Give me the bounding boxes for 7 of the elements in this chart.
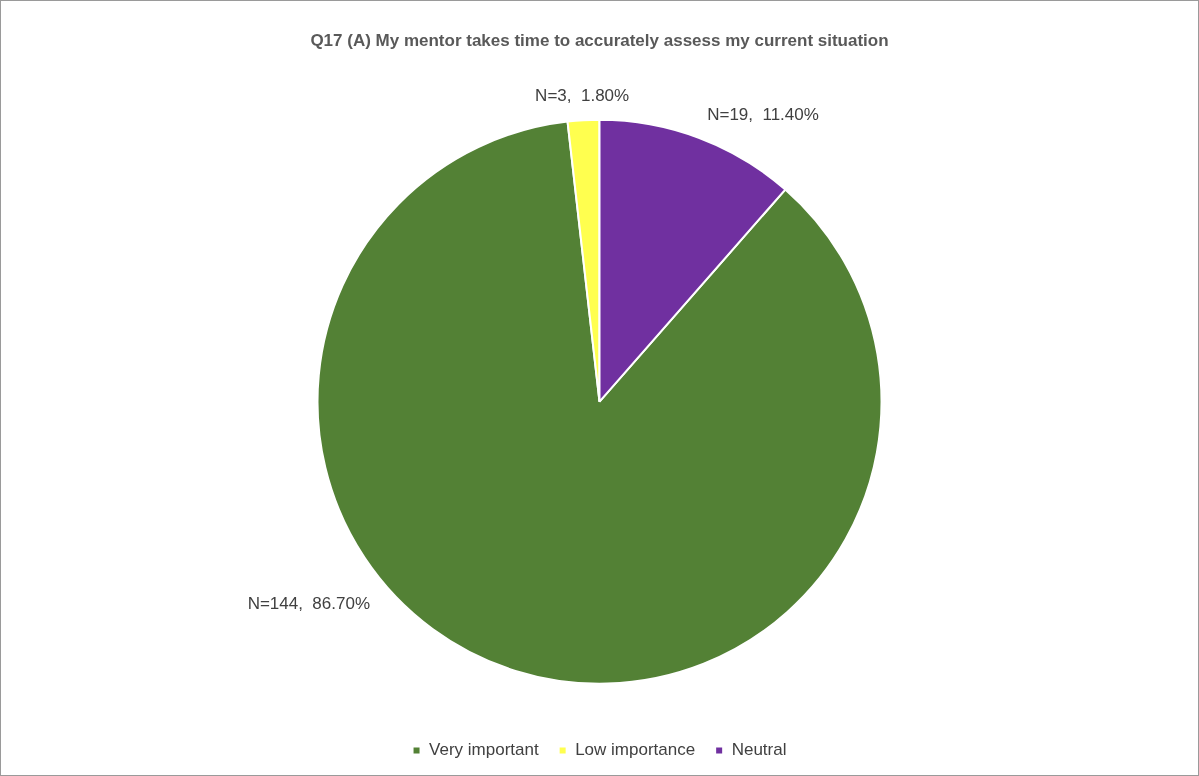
data-label: N=19, 11.40% [707,104,819,124]
chart-title: Q17 (A) My mentor takes time to accurately assess my current situation [310,30,889,50]
legend-label: Very important [429,740,539,760]
legend-label: Low importance [575,740,696,760]
data-label: N=3, 1.80% [535,85,630,105]
legend-label: Neutral [731,740,787,760]
data-label: N=144, 86.70% [247,593,371,613]
